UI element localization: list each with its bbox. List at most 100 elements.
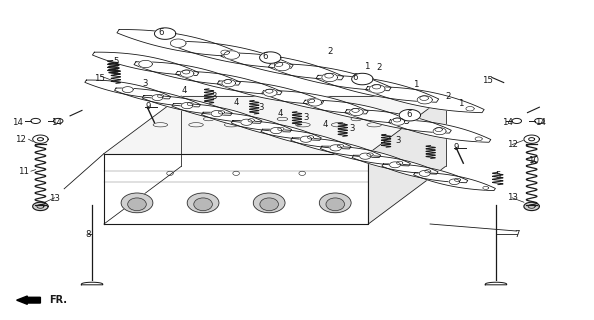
Text: 6: 6	[352, 73, 358, 82]
Text: 5: 5	[495, 171, 501, 180]
Polygon shape	[181, 102, 193, 109]
Polygon shape	[524, 202, 539, 211]
Text: 6: 6	[406, 110, 412, 119]
Polygon shape	[290, 138, 381, 157]
Polygon shape	[187, 102, 193, 106]
Polygon shape	[139, 60, 152, 68]
Polygon shape	[433, 128, 446, 135]
Polygon shape	[320, 146, 410, 166]
Polygon shape	[221, 50, 229, 55]
Polygon shape	[222, 80, 235, 87]
Text: 13: 13	[507, 193, 517, 202]
Polygon shape	[304, 100, 410, 124]
Polygon shape	[368, 96, 446, 224]
Polygon shape	[337, 144, 343, 148]
Circle shape	[535, 118, 544, 124]
Polygon shape	[524, 135, 539, 143]
Text: 9: 9	[453, 143, 459, 152]
Polygon shape	[104, 154, 368, 224]
Polygon shape	[274, 62, 283, 67]
Text: 3: 3	[258, 103, 264, 112]
Text: 14: 14	[12, 118, 23, 127]
Text: 5: 5	[113, 57, 119, 66]
Text: 4: 4	[277, 109, 283, 118]
Polygon shape	[241, 119, 252, 125]
Polygon shape	[390, 162, 400, 168]
Polygon shape	[81, 282, 103, 285]
Polygon shape	[300, 136, 312, 142]
Polygon shape	[219, 111, 225, 114]
Polygon shape	[157, 94, 163, 98]
Text: 14: 14	[51, 118, 62, 127]
Text: 3: 3	[303, 113, 309, 122]
Polygon shape	[170, 39, 186, 47]
Text: 3: 3	[349, 124, 355, 133]
Text: 14: 14	[535, 118, 546, 127]
Circle shape	[53, 118, 63, 124]
Polygon shape	[449, 179, 460, 185]
Ellipse shape	[121, 193, 153, 213]
Text: 2: 2	[376, 63, 382, 72]
Polygon shape	[365, 87, 484, 113]
Polygon shape	[352, 73, 373, 85]
Polygon shape	[466, 107, 474, 111]
Polygon shape	[264, 89, 277, 96]
Ellipse shape	[128, 198, 146, 211]
Circle shape	[31, 118, 40, 124]
Polygon shape	[413, 173, 495, 191]
Text: 1: 1	[364, 62, 370, 71]
Polygon shape	[104, 96, 445, 154]
Polygon shape	[352, 108, 359, 112]
Polygon shape	[345, 110, 451, 133]
Text: 3: 3	[211, 92, 217, 100]
Polygon shape	[152, 95, 163, 100]
Polygon shape	[483, 186, 488, 189]
Ellipse shape	[326, 198, 345, 211]
Polygon shape	[382, 164, 467, 183]
Polygon shape	[330, 145, 342, 151]
Polygon shape	[260, 52, 281, 63]
Polygon shape	[33, 135, 48, 143]
Text: 8: 8	[85, 230, 91, 239]
Ellipse shape	[260, 198, 279, 211]
Text: 3: 3	[143, 79, 148, 88]
Polygon shape	[115, 88, 200, 107]
Polygon shape	[134, 62, 241, 85]
Polygon shape	[33, 202, 48, 211]
Polygon shape	[221, 53, 344, 80]
Text: FR.: FR.	[49, 295, 67, 305]
Polygon shape	[397, 161, 403, 164]
Text: 14: 14	[503, 118, 513, 127]
Polygon shape	[352, 155, 438, 174]
Polygon shape	[454, 178, 460, 181]
Polygon shape	[435, 128, 443, 132]
Polygon shape	[475, 137, 482, 141]
Ellipse shape	[253, 193, 285, 213]
Text: 13: 13	[49, 194, 60, 203]
Polygon shape	[181, 70, 194, 77]
FancyArrow shape	[17, 296, 40, 304]
Polygon shape	[372, 84, 381, 89]
Polygon shape	[307, 99, 315, 103]
Text: 4: 4	[181, 86, 187, 95]
Text: 1: 1	[413, 80, 419, 89]
Text: 9: 9	[146, 102, 151, 111]
Polygon shape	[37, 138, 43, 141]
Polygon shape	[270, 127, 282, 134]
Polygon shape	[399, 109, 421, 121]
Ellipse shape	[187, 193, 219, 213]
Polygon shape	[308, 99, 321, 106]
Text: 2: 2	[327, 47, 333, 56]
Polygon shape	[182, 70, 190, 74]
Text: 6: 6	[263, 52, 268, 60]
Text: 1: 1	[457, 99, 463, 108]
Polygon shape	[308, 136, 314, 139]
Text: 10: 10	[528, 156, 539, 164]
Polygon shape	[93, 52, 199, 76]
Polygon shape	[359, 153, 371, 159]
Text: 6: 6	[159, 28, 165, 37]
Polygon shape	[425, 170, 431, 173]
Polygon shape	[420, 96, 428, 100]
Polygon shape	[117, 29, 240, 56]
Text: 12: 12	[507, 140, 517, 149]
